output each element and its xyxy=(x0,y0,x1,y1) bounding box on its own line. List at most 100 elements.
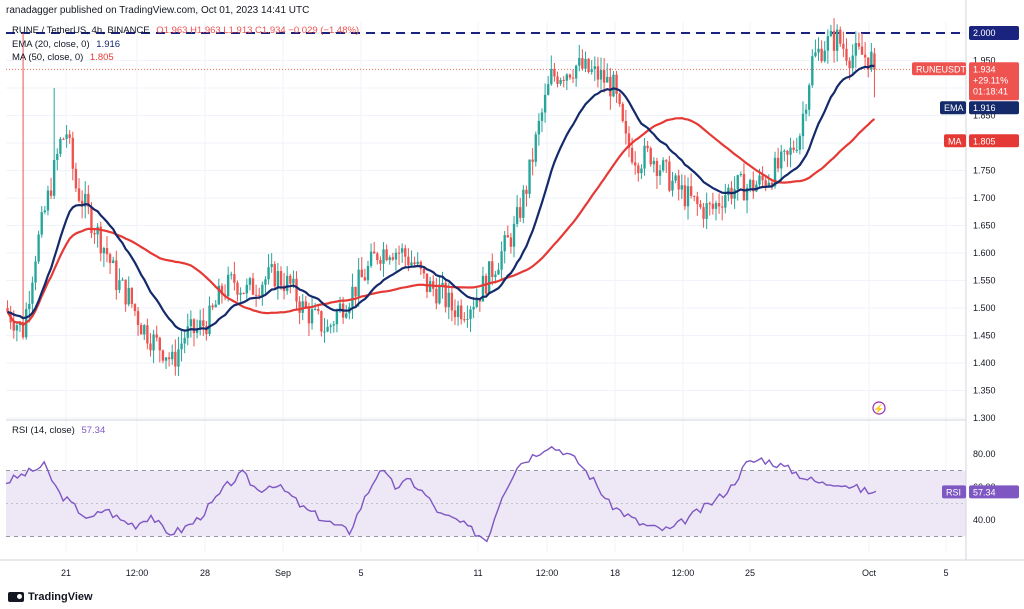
candle-body xyxy=(407,256,410,266)
candle-body xyxy=(742,173,746,201)
candle-body xyxy=(758,175,761,185)
candle-body xyxy=(435,288,438,304)
candle-body xyxy=(34,261,37,283)
candle-body xyxy=(320,311,323,332)
ma-value-tag-bg xyxy=(969,134,1019,148)
candle-body xyxy=(230,274,233,276)
candle-body xyxy=(49,190,53,196)
candle-body xyxy=(752,179,755,192)
ma-name-tag-bg xyxy=(944,134,966,148)
candle-body xyxy=(289,275,292,284)
candle-body xyxy=(811,56,814,86)
candle-body xyxy=(615,74,618,94)
candle-body xyxy=(115,260,118,291)
candle-body xyxy=(593,66,596,70)
candle-body xyxy=(559,79,562,84)
rsi-value-tag-bg xyxy=(969,485,1019,499)
candle-body xyxy=(391,257,395,260)
candle-body xyxy=(649,148,652,165)
candle-body xyxy=(487,261,491,294)
candle-body xyxy=(556,76,559,84)
candle-body xyxy=(534,134,537,162)
rsi-name-tag-bg xyxy=(942,485,966,499)
candle-body xyxy=(136,311,140,326)
candle-body xyxy=(105,248,109,255)
candle-body xyxy=(171,351,174,360)
candle-body xyxy=(447,292,450,308)
candle-body xyxy=(683,185,687,207)
candle-body xyxy=(469,309,472,319)
candle-body xyxy=(180,343,183,350)
candle-body xyxy=(112,260,115,264)
candle-body xyxy=(711,203,715,209)
candle-body xyxy=(329,325,332,327)
candle-body xyxy=(693,195,696,197)
candle-body xyxy=(270,264,273,268)
candle-body xyxy=(745,187,749,201)
candle-body xyxy=(149,343,152,351)
legend-rsi-label: RSI (14, close) xyxy=(12,425,75,436)
legend-ema-value: 1.916 xyxy=(96,39,121,50)
candle-body xyxy=(410,262,413,266)
candle-body xyxy=(366,265,370,281)
candle-body xyxy=(133,304,137,312)
rsi-tick: 40.00 xyxy=(973,515,996,525)
candle-body xyxy=(62,138,65,140)
candle-body xyxy=(373,251,376,254)
candle-body xyxy=(870,51,873,70)
candle-body xyxy=(56,153,59,160)
alert-bolt-glyph: ⚡ xyxy=(873,403,884,415)
candle-body xyxy=(279,271,283,286)
legend-ma-row[interactable]: MA (50, close, 0) 1.805 xyxy=(12,52,114,63)
legend-symbol[interactable]: RUNE / TetherUS, 4h, BINANCE xyxy=(12,25,150,36)
candle-body xyxy=(164,357,168,361)
price-tick: 1.450 xyxy=(973,331,996,341)
candle-body xyxy=(823,50,826,62)
candle-body xyxy=(515,207,519,224)
candle-body xyxy=(177,349,180,367)
candle-body xyxy=(867,57,870,70)
time-label: 12:00 xyxy=(126,568,149,578)
candle-body xyxy=(220,285,224,295)
price-tick: 1.600 xyxy=(973,248,996,258)
rsi-tick: 80.00 xyxy=(973,449,996,459)
candle-body xyxy=(540,112,544,121)
tradingview-brand: TradingView xyxy=(28,591,93,603)
time-label: 5 xyxy=(943,568,948,578)
candle-body xyxy=(562,79,565,81)
candle-body xyxy=(565,74,569,81)
candle-body xyxy=(665,160,668,162)
candle-body xyxy=(506,235,509,238)
candle-body xyxy=(143,325,146,335)
tradingview-logo[interactable]: TradingView xyxy=(8,591,93,603)
time-label: Oct xyxy=(862,568,877,578)
candle-body xyxy=(59,138,62,154)
candle-body xyxy=(786,150,789,155)
symbol-tag: RUNEUSDT xyxy=(916,64,967,74)
candle-body xyxy=(130,287,134,305)
candle-body xyxy=(814,52,817,57)
price-tick: 1.850 xyxy=(973,111,996,121)
candle-body xyxy=(127,287,130,305)
candle-body xyxy=(397,252,401,254)
candle-body xyxy=(624,121,628,134)
candle-body xyxy=(702,207,705,219)
legend-rsi-row[interactable]: RSI (14, close) 57.34 xyxy=(12,425,105,436)
last-price-tag-bg xyxy=(969,62,1019,101)
candle-body xyxy=(385,249,388,261)
price-tick: 1.750 xyxy=(973,166,996,176)
candle-body xyxy=(509,237,513,247)
alert-bolt-icon xyxy=(872,401,886,415)
legend-rsi-value: 57.34 xyxy=(81,425,106,436)
candle-body xyxy=(550,69,553,85)
candle-body xyxy=(764,180,767,187)
legend-ema-row[interactable]: EMA (20, close, 0) 1.916 xyxy=(12,39,120,50)
candle-body xyxy=(668,161,671,191)
candle-body xyxy=(475,299,478,307)
candle-body xyxy=(40,212,43,235)
indicators: ⚡ xyxy=(6,64,886,415)
candle-body xyxy=(6,308,9,312)
ma-50-line xyxy=(6,116,876,327)
candle-body xyxy=(537,120,541,135)
candle-body xyxy=(705,203,708,219)
